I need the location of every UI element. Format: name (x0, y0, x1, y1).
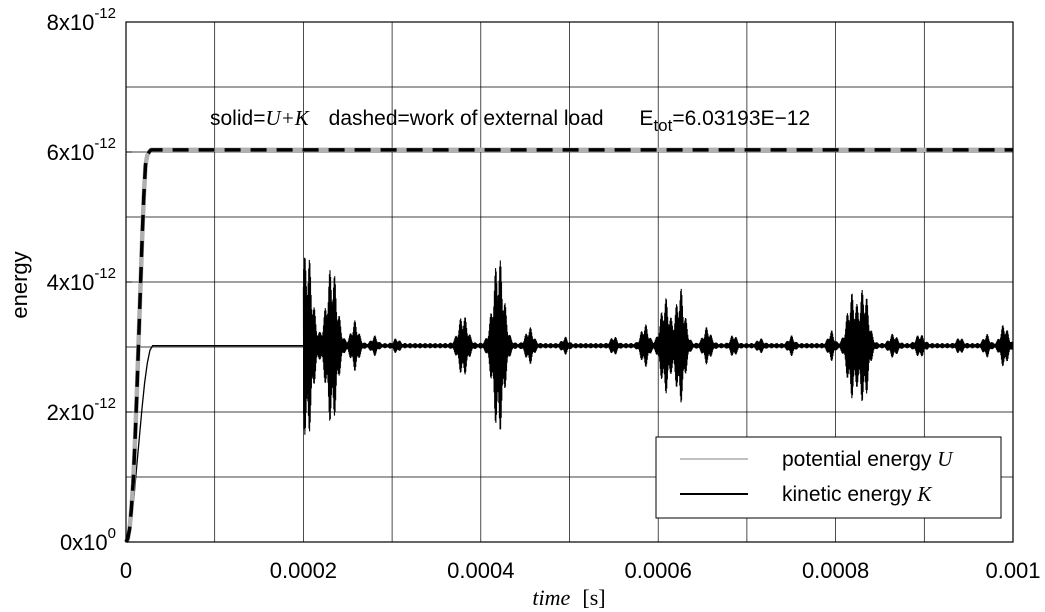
x-tick-label: 0.0004 (447, 558, 514, 583)
y-tick-label: 2x10-12 (47, 395, 116, 425)
y-tick-mantissa: 8x10 (47, 10, 95, 35)
x-tick-label: 0.0002 (270, 558, 337, 583)
x-tick-label: 0.0008 (802, 558, 869, 583)
y-tick-label: 0x100 (60, 525, 116, 555)
legend-symbol-potential: U (937, 447, 954, 471)
y-tick-mantissa: 6x10 (47, 140, 95, 165)
y-tick-exponent: -12 (94, 135, 116, 152)
x-axis-variable: time (532, 585, 570, 610)
y-tick-exponent: -12 (94, 5, 116, 22)
x-tick-label: 0 (120, 558, 132, 583)
annotation-etot-base: E (639, 107, 653, 130)
annotation-solid-prefix: solid= (210, 107, 265, 130)
legend-label-potential: potential energy U (782, 447, 954, 471)
series-external-work (124, 148, 1013, 543)
annotation-solid-expr: U+K (265, 106, 309, 130)
legend-box (655, 436, 1002, 519)
y-tick-exponent: 0 (108, 525, 116, 542)
x-tick-label: 0.0006 (625, 558, 692, 583)
annotation-dashed-text: dashed=work of external load (329, 107, 604, 130)
series-energy-oscillation (302, 257, 1014, 435)
legend-text-potential: potential energy (782, 448, 937, 471)
y-tick-label: 8x10-12 (47, 5, 116, 35)
annotation-etot-sub: tot (653, 116, 672, 135)
legend-text-kinetic: kinetic energy (782, 483, 917, 506)
x-tick-labels: 0 0.0002 0.0004 0.0006 0.0008 0.001 (120, 558, 1041, 583)
y-tick-mantissa: 0x10 (60, 530, 108, 555)
annotation-etot-value: =6.03193E−12 (672, 107, 810, 130)
y-tick-mantissa: 4x10 (47, 270, 95, 295)
y-tick-label: 4x10-12 (47, 265, 116, 295)
legend-label-kinetic: kinetic energy K (782, 482, 932, 506)
energy-annotation: solid=U+K dashed=work of external load E… (210, 106, 810, 135)
series-layer (124, 147, 1014, 544)
x-axis-label: time [s] (532, 585, 605, 610)
y-tick-exponent: -12 (94, 395, 116, 412)
x-axis-unit: [s] (582, 585, 605, 610)
legend-symbol-kinetic: K (916, 482, 932, 506)
y-tick-mantissa: 2x10 (47, 400, 95, 425)
y-tick-exponent: -12 (94, 265, 116, 282)
y-tick-label: 6x10-12 (47, 135, 116, 165)
x-tick-label: 0.001 (985, 558, 1040, 583)
y-axis-label: energy (7, 251, 32, 318)
legend: potential energy U kinetic energy K (655, 436, 1002, 519)
